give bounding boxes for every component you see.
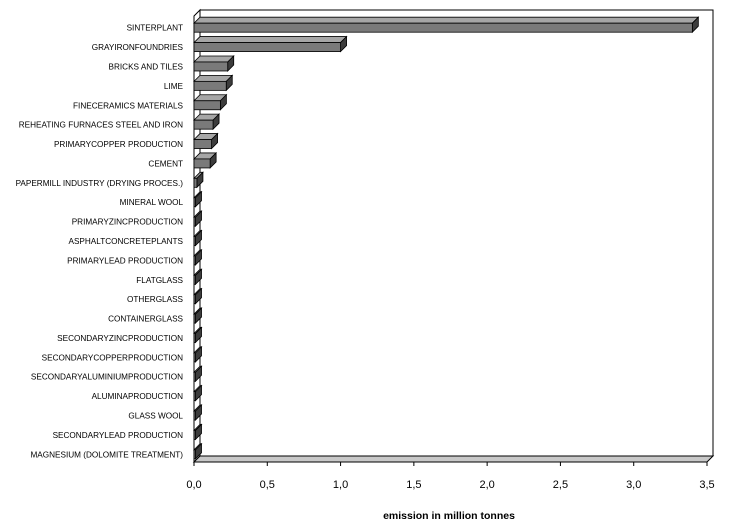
x-tick-label: 2,0 xyxy=(479,479,494,491)
category-label: GRAYIRONFOUNDRIES xyxy=(92,43,184,52)
bar xyxy=(193,423,203,441)
category-label: MAGNESIUM (DOLOMITE TREATMENT) xyxy=(30,450,183,459)
x-tick-label: 2,5 xyxy=(553,479,568,491)
category-label: CEMENT xyxy=(148,159,183,168)
bar xyxy=(193,74,234,92)
category-labels: SINTERPLANT GRAYIRONFOUNDRIES BRICKS AND T… xyxy=(16,24,184,460)
bar xyxy=(193,35,348,53)
bar xyxy=(193,248,203,266)
bar xyxy=(193,55,235,72)
category-label: SECONDARYALUMINIUMPRODUCTION xyxy=(31,373,183,382)
category-label: SINTERPLANT xyxy=(127,24,183,33)
category-label: FINECERAMICS MATERIALS xyxy=(73,101,183,110)
category-label: LIME xyxy=(164,82,184,91)
x-axis-label: emission in million tonnes xyxy=(383,510,515,522)
category-label: FLATGLASS xyxy=(136,276,183,285)
category-label: SECONDARYLEAD PRODUCTION xyxy=(53,431,184,440)
bar xyxy=(193,307,203,325)
category-label: PAPERMILL INDUSTRY (DRYING PROCES.) xyxy=(16,179,184,188)
bar xyxy=(193,16,700,34)
category-label: SECONDARYCOPPERPRODUCTION xyxy=(42,353,183,362)
x-tick-label: 0,0 xyxy=(186,479,201,491)
x-tick-label: 3,5 xyxy=(699,479,714,491)
back-wall xyxy=(199,9,714,457)
x-axis-ticks: 0,0 0,5 1,0 1,5 2,0 2,5 3,0 3,5 xyxy=(186,461,715,491)
category-label: ALUMINAPRODUCTION xyxy=(92,392,184,401)
category-label: PRIMARYCOPPER PRODUCTION xyxy=(54,140,183,149)
bar xyxy=(193,171,204,189)
bar xyxy=(193,442,203,460)
category-label: ASPHALTCONCRETEPLANTS xyxy=(69,237,184,246)
category-label: BRICKS AND TILES xyxy=(109,62,184,71)
bar xyxy=(193,190,203,208)
bar xyxy=(193,404,203,421)
bar xyxy=(193,229,203,247)
bar xyxy=(193,151,218,169)
category-label: GLASS WOOL xyxy=(128,412,183,421)
bars-group xyxy=(193,16,700,460)
category-label: REHEATING FURNACES STEEL AND IRON xyxy=(19,121,183,130)
x-tick-label: 1,5 xyxy=(406,479,421,491)
bar xyxy=(193,365,203,383)
category-label: PRIMARYLEAD PRODUCTION xyxy=(67,256,183,265)
category-label: SECONDARYZINCPRODUCTION xyxy=(57,334,183,343)
category-label: OTHERGLASS xyxy=(127,295,184,304)
bar xyxy=(193,326,203,344)
bar xyxy=(193,345,203,363)
bar xyxy=(193,384,203,402)
x-tick-label: 1,0 xyxy=(333,479,348,491)
category-label: PRIMARYZINCPRODUCTION xyxy=(72,218,183,227)
bar xyxy=(193,113,221,131)
plot-frame xyxy=(192,8,715,464)
bar xyxy=(193,132,219,150)
bar xyxy=(193,268,203,286)
x-tick-label: 0,5 xyxy=(260,479,275,491)
x-tick-label: 3,0 xyxy=(626,479,641,491)
bar xyxy=(193,93,228,111)
floor xyxy=(192,455,715,463)
category-label: CONTAINERGLASS xyxy=(108,315,183,324)
bar xyxy=(193,210,203,228)
bar xyxy=(193,287,203,305)
category-label: MINERAL WOOL xyxy=(120,198,184,207)
